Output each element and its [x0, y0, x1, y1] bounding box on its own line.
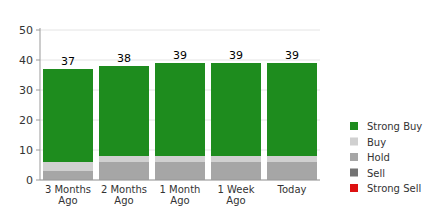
bar-segment [155, 156, 205, 162]
y-tick-label: 50 [19, 24, 33, 37]
legend-label: Strong Sell [367, 183, 421, 194]
legend-label: Strong Buy [367, 121, 422, 132]
legend: Strong Buy Buy Hold Sell Strong Sell [350, 121, 422, 194]
label-line: Ago [170, 195, 189, 206]
label-line: Ago [58, 195, 77, 206]
tick-mark [36, 120, 40, 121]
label-line: 1 Week [218, 184, 255, 195]
y-tick-label: 10 [19, 144, 33, 157]
legend-label: Hold [367, 152, 390, 163]
bar-segment [267, 156, 317, 162]
y-tick-label: 40 [19, 54, 33, 67]
label-line: Ago [226, 195, 245, 206]
legend-swatch [350, 184, 358, 192]
total-label: 38 [117, 52, 131, 65]
bar-segment [267, 63, 317, 156]
bar-segment [99, 66, 149, 156]
x-tick-label: 3 MonthsAgo [45, 184, 91, 206]
y-tick-label: 0 [26, 174, 33, 187]
bar-segment [211, 63, 261, 156]
chart-container: 0102030405037383939393 MonthsAgo2 Months… [0, 0, 440, 220]
legend-swatch [350, 122, 358, 130]
bar-segment [267, 162, 317, 180]
tick-mark [36, 60, 40, 61]
legend-swatch [350, 138, 358, 146]
y-axis [40, 28, 41, 180]
bars [43, 63, 317, 180]
bar-segment [99, 162, 149, 180]
y-tick-label: 30 [19, 84, 33, 97]
tick-mark [36, 30, 40, 31]
x-axis [40, 180, 320, 181]
legend-swatch [350, 169, 358, 177]
bar-segment [43, 162, 93, 171]
bar-segment [211, 156, 261, 162]
x-tick-label: 2 MonthsAgo [101, 184, 147, 206]
legend-label: Buy [367, 137, 386, 148]
total-label: 39 [173, 49, 187, 62]
label-line: 2 Months [101, 184, 147, 195]
chart-svg: 0102030405037383939393 MonthsAgo2 Months… [0, 0, 440, 220]
bar-segment [99, 156, 149, 162]
bar-segment [155, 63, 205, 156]
bar-segment [43, 69, 93, 162]
x-tick-label: 1 WeekAgo [218, 184, 255, 206]
total-label: 39 [285, 49, 299, 62]
tick-mark [36, 150, 40, 151]
bar-segment [155, 162, 205, 180]
tick-mark [36, 180, 40, 181]
label-line: 3 Months [45, 184, 91, 195]
x-tick-label: Today [277, 184, 307, 195]
total-label: 39 [229, 49, 243, 62]
total-label: 37 [61, 55, 75, 68]
legend-label: Sell [367, 168, 385, 179]
bar-segment [43, 171, 93, 180]
legend-swatch [350, 153, 358, 161]
y-tick-label: 20 [19, 114, 33, 127]
tick-mark [36, 90, 40, 91]
label-line: Ago [114, 195, 133, 206]
x-tick-label: 1 MonthAgo [160, 184, 201, 206]
grid-line [40, 180, 320, 181]
bar-segment [211, 162, 261, 180]
grid-line [40, 30, 320, 31]
label-line: 1 Month [160, 184, 201, 195]
